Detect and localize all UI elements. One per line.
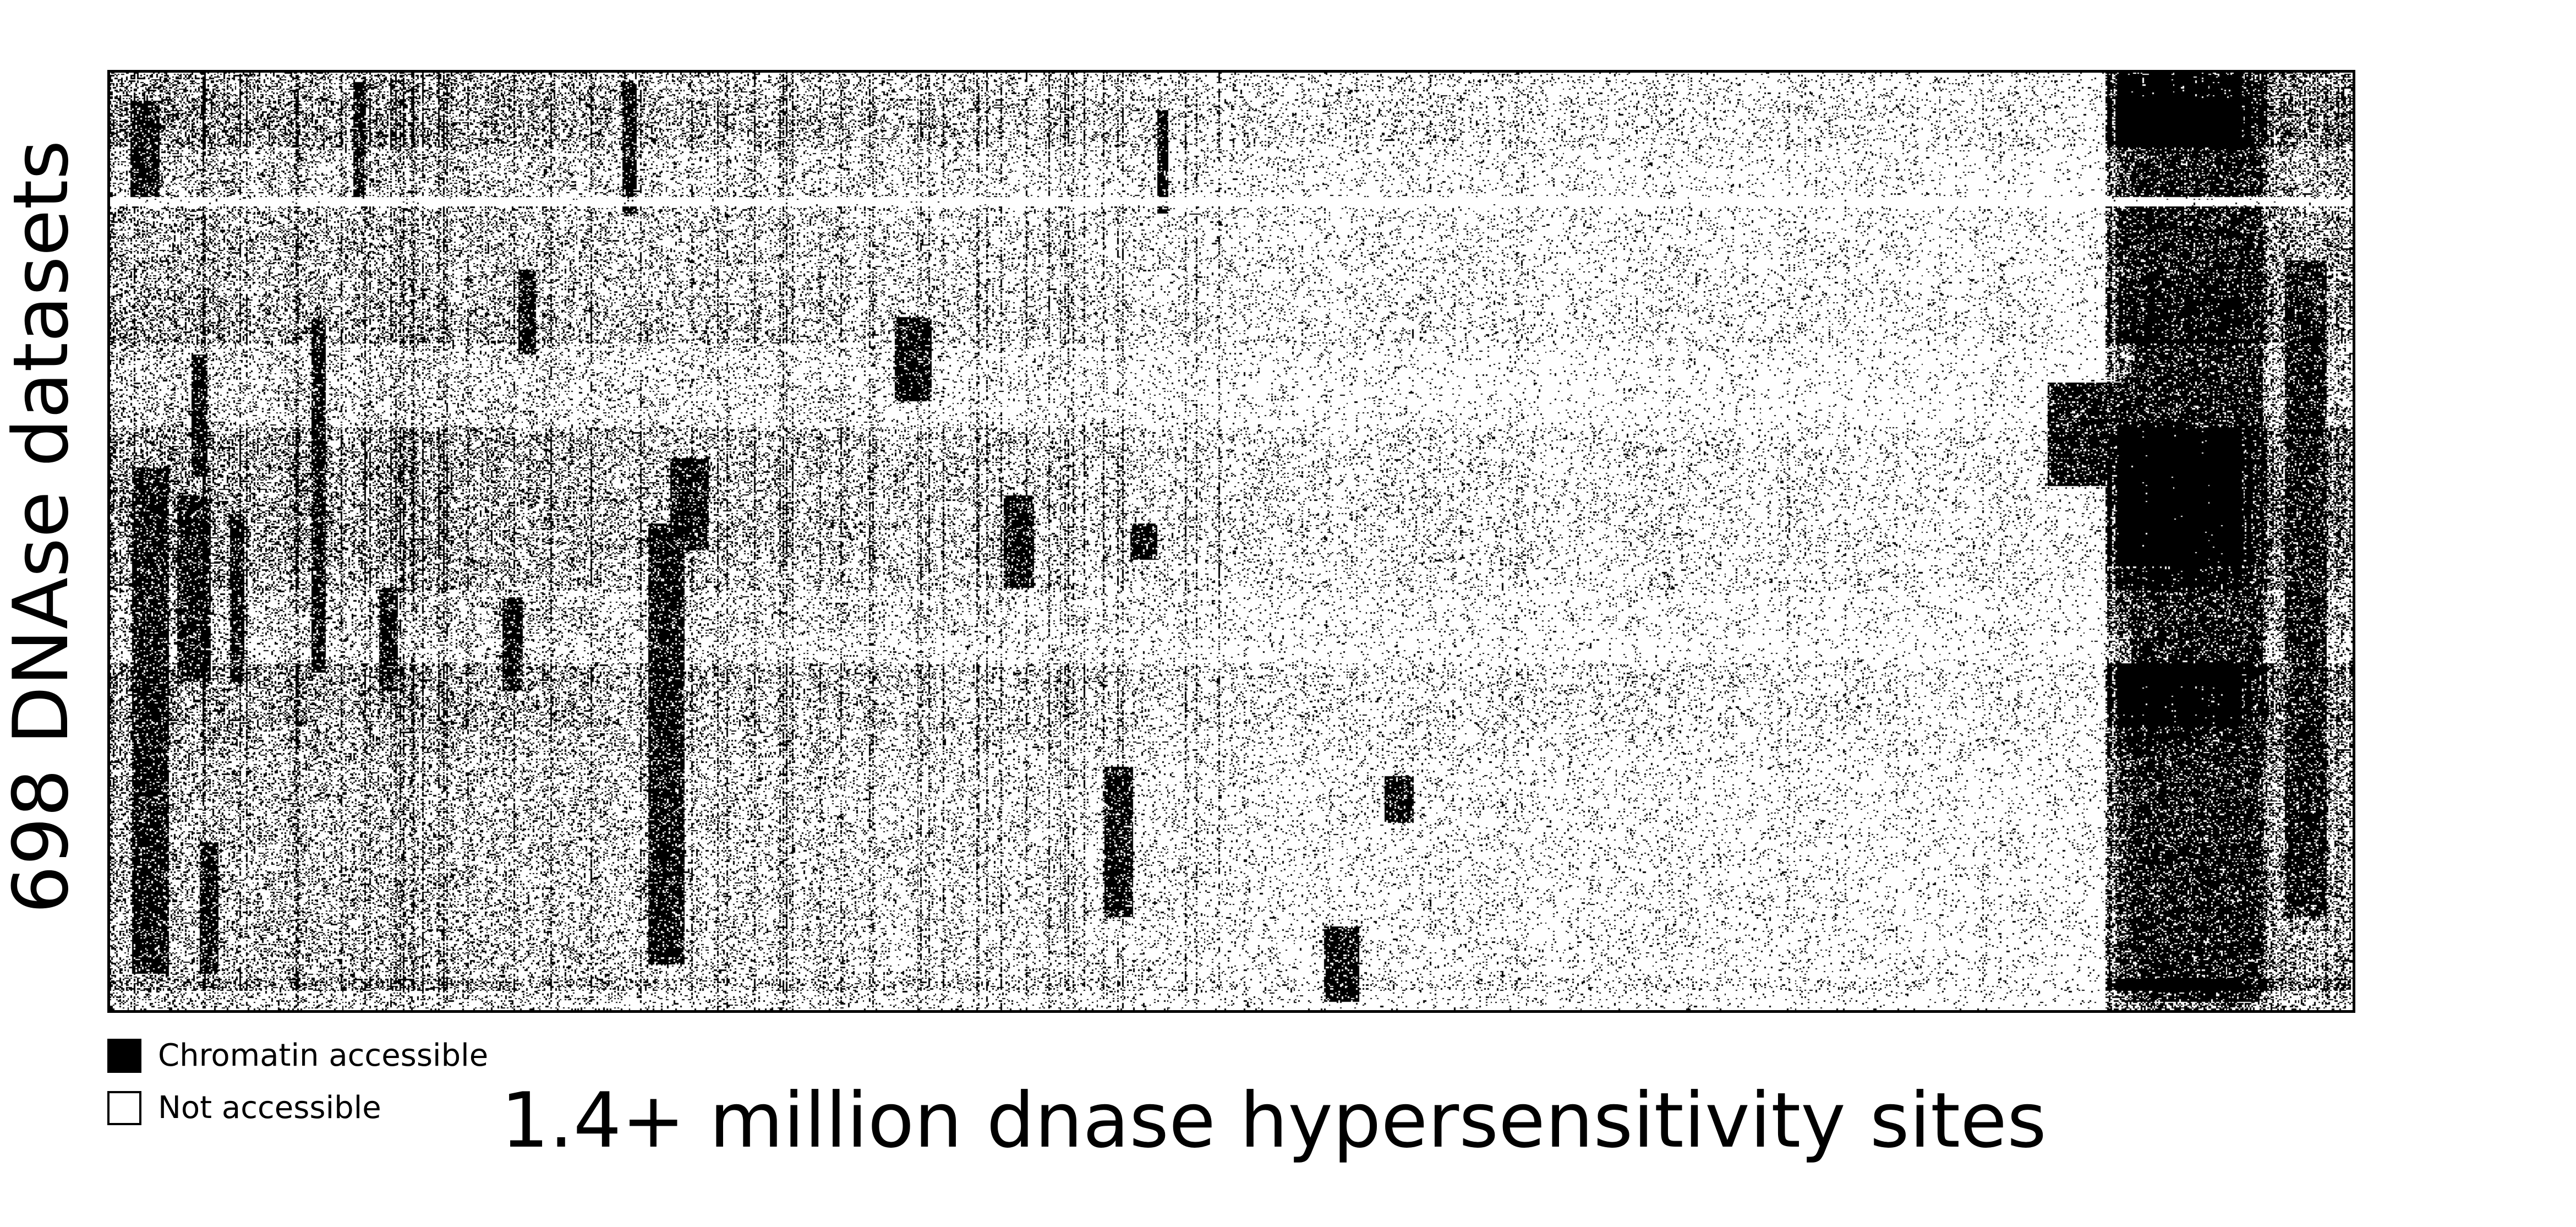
y-axis-label: 698 DNAse datasets	[0, 140, 85, 914]
legend-label-accessible: Chromatin accessible	[158, 1038, 489, 1073]
heatmap-plot-area	[107, 70, 2355, 1013]
legend-item-accessible: Chromatin accessible	[107, 1038, 488, 1073]
legend-item-not-accessible: Not accessible	[107, 1090, 381, 1126]
heatmap-matrix	[110, 73, 2353, 1010]
legend-swatch-accessible	[107, 1038, 141, 1073]
x-axis-label: 1.4+ million dnase hypersensitivity site…	[501, 1076, 2047, 1165]
legend-label-not-accessible: Not accessible	[158, 1090, 381, 1126]
legend-swatch-not-accessible	[107, 1090, 141, 1125]
